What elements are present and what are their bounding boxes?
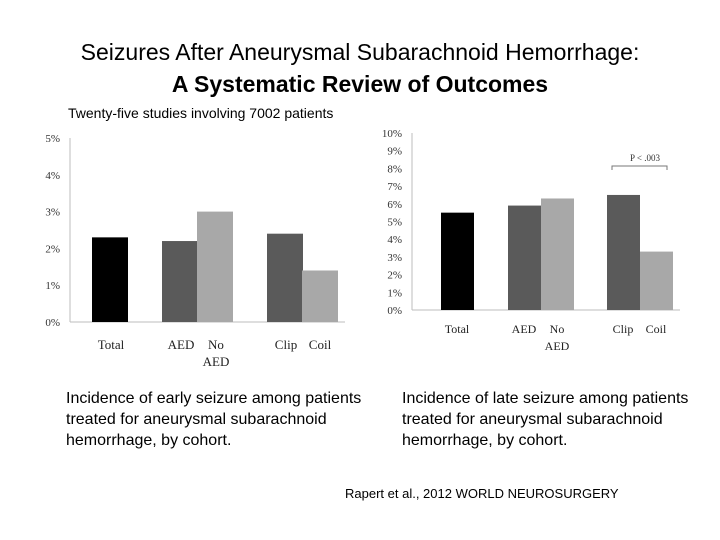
bar-aed xyxy=(508,205,541,310)
bar-clip xyxy=(267,233,303,322)
y-tick-label: 2% xyxy=(45,243,60,255)
y-tick-label: 1% xyxy=(45,280,60,292)
y-tick-label: 3% xyxy=(387,252,402,264)
x-tick-label: No xyxy=(550,322,565,336)
y-tick-label: 0% xyxy=(387,305,402,317)
bar-clip xyxy=(607,194,640,310)
y-tick-label: 6% xyxy=(387,199,402,211)
x-tick-label: Coil xyxy=(646,322,667,336)
y-tick-label: 5% xyxy=(45,133,60,145)
x-tick-label: Total xyxy=(98,337,125,352)
citation: Rapert et al., 2012 WORLD NEUROSURGERY xyxy=(345,486,619,501)
x-tick-label: Clip xyxy=(613,322,634,336)
x-tick-label: Total xyxy=(445,322,470,336)
x-tick-label: Clip xyxy=(275,337,297,352)
bar-coil xyxy=(302,270,338,322)
x-tick-label: AED xyxy=(168,337,195,352)
y-tick-label: 4% xyxy=(387,234,402,246)
y-tick-label: 10% xyxy=(382,128,402,140)
y-tick-label: 0% xyxy=(45,317,60,329)
caption-early: Incidence of early seizure among patient… xyxy=(66,390,362,449)
bar-no-aed xyxy=(197,211,233,322)
y-tick-label: 9% xyxy=(387,146,402,158)
y-tick-label: 8% xyxy=(387,163,402,175)
slide-subtitle: Twenty-five studies involving 7002 patie… xyxy=(68,105,334,121)
slide-title-line1: Seizures After Aneurysmal Subarachnoid H… xyxy=(80,39,640,65)
bar-coil xyxy=(640,251,673,310)
bar-total xyxy=(441,212,474,310)
y-tick-label: 4% xyxy=(45,170,60,182)
y-tick-label: 2% xyxy=(387,270,402,282)
x-tick-label: AED xyxy=(545,339,570,353)
y-tick-label: 3% xyxy=(45,207,60,219)
y-tick-label: 5% xyxy=(387,217,402,229)
y-tick-label: 1% xyxy=(387,287,402,299)
x-tick-label: Coil xyxy=(309,337,332,352)
bar-total xyxy=(92,237,128,322)
significance-bracket xyxy=(611,165,668,170)
slide-title-line2: A Systematic Review of Outcomes xyxy=(171,71,549,97)
x-tick-label: AED xyxy=(512,322,537,336)
bar-aed xyxy=(162,241,198,322)
bar-no-aed xyxy=(541,198,574,310)
y-tick-label: 7% xyxy=(387,181,402,193)
x-tick-label: No xyxy=(208,337,224,352)
p-value-annotation: P < .003 xyxy=(630,153,660,163)
x-tick-label: AED xyxy=(203,354,230,369)
caption-late: Incidence of late seizure among patients… xyxy=(402,390,689,449)
